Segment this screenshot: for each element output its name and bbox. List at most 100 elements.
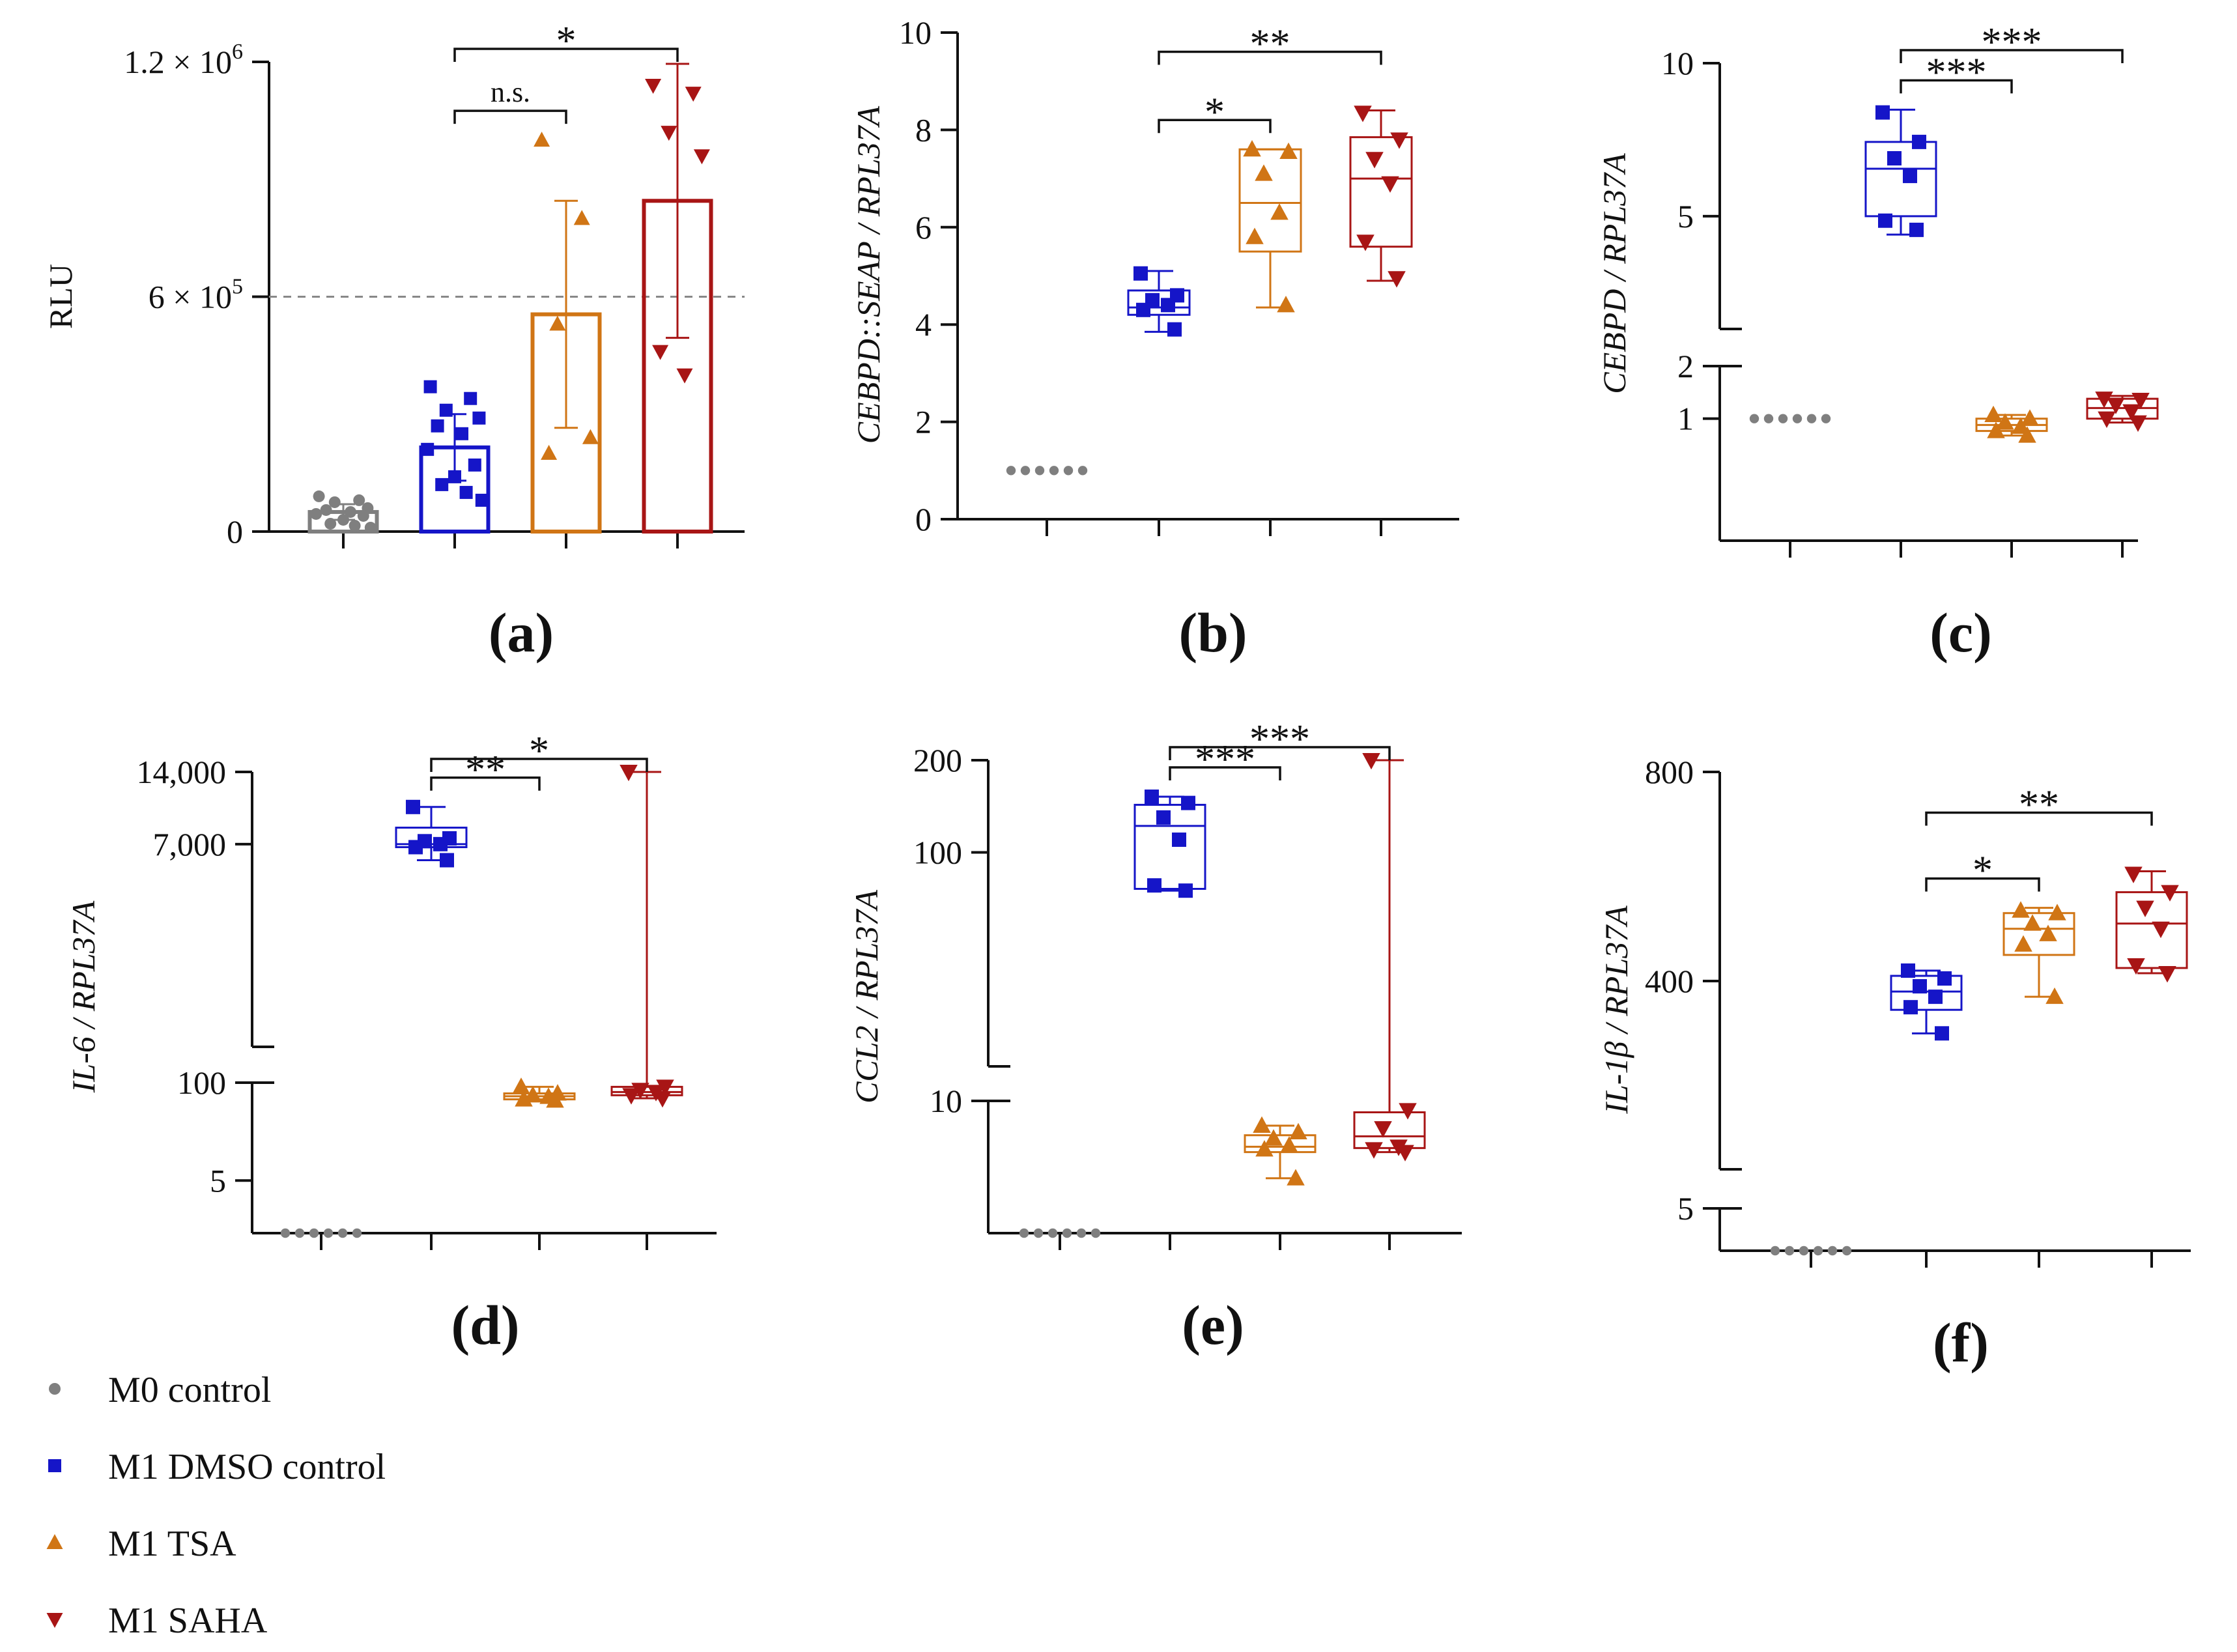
series-saha bbox=[610, 765, 683, 1108]
data-point bbox=[1253, 1116, 1271, 1133]
data-point bbox=[352, 1228, 362, 1238]
data-point bbox=[345, 506, 356, 518]
significance-label: n.s. bbox=[491, 76, 530, 108]
significance-bracket: ** bbox=[1158, 22, 1382, 66]
data-point bbox=[1901, 963, 1915, 978]
data-point bbox=[1821, 414, 1831, 423]
box bbox=[1133, 803, 1206, 890]
data-point bbox=[2021, 409, 2039, 426]
significance-label: *** bbox=[1249, 717, 1310, 762]
data-point bbox=[46, 1613, 63, 1628]
data-point bbox=[323, 1228, 334, 1238]
data-point bbox=[1806, 414, 1817, 423]
significance-label: ** bbox=[1250, 22, 1290, 66]
legend-item: M0 control bbox=[49, 1370, 271, 1410]
data-point bbox=[1034, 466, 1045, 476]
data-point bbox=[1277, 296, 1295, 313]
significance-label: * bbox=[1973, 849, 1993, 893]
data-point bbox=[1912, 134, 1926, 149]
significance-label: *** bbox=[1195, 737, 1255, 782]
bracket-line bbox=[1169, 746, 1391, 760]
data-point bbox=[515, 1090, 533, 1107]
data-point bbox=[2161, 885, 2179, 902]
y-tick-label: 100 bbox=[913, 834, 962, 870]
data-point bbox=[1077, 466, 1088, 476]
data-point bbox=[1399, 1103, 1417, 1120]
series-tsa bbox=[1238, 139, 1302, 313]
data-point bbox=[1136, 302, 1150, 317]
data-point bbox=[440, 853, 454, 868]
series-tsa bbox=[2002, 901, 2075, 1004]
significance-bracket: * bbox=[453, 19, 679, 63]
data-point bbox=[46, 1534, 63, 1549]
series-m0 bbox=[1019, 1228, 1101, 1238]
y-tick-label: 1.2 × 106 bbox=[124, 40, 243, 80]
data-point bbox=[1749, 414, 1760, 423]
data-point bbox=[423, 380, 437, 393]
y-tick-label: 0 bbox=[915, 501, 932, 537]
data-point bbox=[582, 429, 599, 444]
data-point bbox=[1181, 795, 1195, 810]
data-point bbox=[1799, 1246, 1809, 1256]
data-point bbox=[1937, 971, 1952, 986]
y-axis-label: IL-1β / RPL37A bbox=[1598, 905, 1634, 1115]
data-point bbox=[1813, 1246, 1823, 1256]
y-tick-label: 100 bbox=[177, 1064, 226, 1101]
data-point bbox=[2124, 866, 2143, 883]
data-point bbox=[439, 403, 453, 417]
data-point bbox=[1365, 152, 1384, 169]
data-point bbox=[364, 521, 377, 534]
data-point bbox=[455, 427, 468, 440]
data-point bbox=[1264, 1129, 1283, 1146]
box bbox=[1244, 1134, 1317, 1154]
significance-bracket: *** bbox=[1169, 737, 1281, 782]
data-point bbox=[2095, 392, 2113, 408]
y-axis: 5 100 7,000 14,000 bbox=[137, 754, 274, 1233]
data-point bbox=[652, 345, 669, 360]
bracket-line bbox=[1158, 50, 1382, 65]
data-point bbox=[1047, 1228, 1058, 1238]
bracket-line bbox=[453, 48, 679, 62]
data-point bbox=[1147, 878, 1161, 893]
data-point bbox=[2048, 904, 2066, 920]
y-axis: 10 100 200 bbox=[913, 742, 1010, 1233]
data-point bbox=[1362, 753, 1380, 770]
data-point bbox=[620, 765, 638, 782]
y-tick-label: 200 bbox=[913, 742, 962, 778]
data-point bbox=[431, 419, 444, 433]
data-point bbox=[1033, 1228, 1044, 1238]
legend-marker-saha bbox=[46, 1613, 63, 1628]
series-saha bbox=[2086, 392, 2159, 432]
data-point bbox=[1909, 222, 1924, 237]
y-axis: 1 2 5 10 bbox=[1661, 45, 1742, 541]
significance-label: ** bbox=[2019, 783, 2059, 827]
data-point bbox=[1987, 421, 2005, 438]
significance-bracket: * bbox=[1925, 849, 2040, 893]
data-point bbox=[1161, 298, 1175, 313]
data-point bbox=[1246, 227, 1264, 244]
data-point bbox=[1935, 1026, 1949, 1041]
legend-item: M1 TSA bbox=[46, 1524, 236, 1564]
data-point bbox=[464, 392, 477, 405]
significance-bracket: * bbox=[430, 729, 648, 773]
data-point bbox=[2012, 901, 2030, 918]
data-point bbox=[693, 149, 710, 165]
data-point bbox=[1356, 235, 1375, 251]
data-point bbox=[1984, 405, 2002, 422]
data-point bbox=[320, 504, 332, 516]
box bbox=[1349, 136, 1413, 248]
box bbox=[2115, 891, 2188, 969]
data-point bbox=[2018, 426, 2036, 443]
data-point bbox=[2152, 921, 2170, 939]
data-point bbox=[1049, 466, 1059, 476]
data-point bbox=[1903, 1000, 1918, 1015]
series-tsa bbox=[1975, 405, 2048, 443]
data-point bbox=[353, 494, 365, 506]
data-point bbox=[1172, 833, 1186, 847]
data-point bbox=[349, 519, 361, 532]
data-point bbox=[1792, 414, 1802, 423]
data-point bbox=[48, 1459, 61, 1472]
data-point bbox=[653, 1090, 672, 1108]
data-point bbox=[2131, 392, 2150, 410]
data-point bbox=[1076, 1228, 1087, 1238]
